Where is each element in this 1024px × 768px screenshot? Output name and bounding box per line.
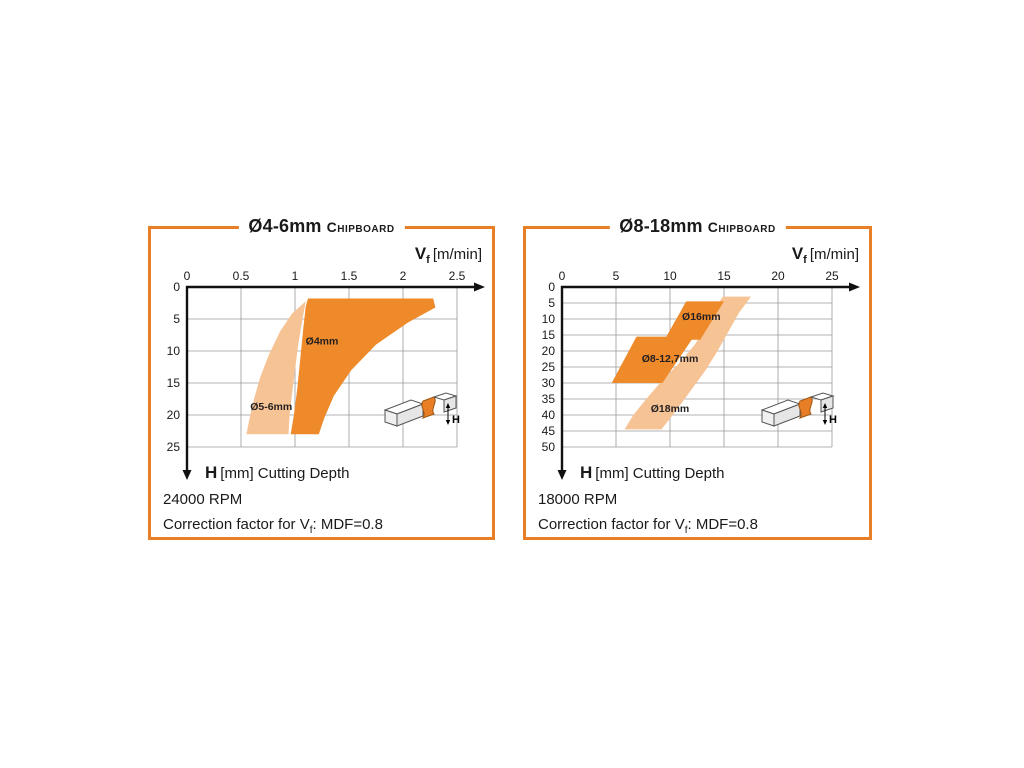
panel-title-diameter: Ø4-6mm	[248, 216, 322, 236]
icon-depth-arrow-down	[445, 420, 451, 425]
region-dark	[664, 301, 724, 340]
panel-title-diameter: Ø8-18mm	[619, 216, 703, 236]
panel-title: Ø4-6mm Chipboard	[238, 215, 405, 239]
x-tick-label: 10	[663, 269, 677, 283]
icon-block-side	[396, 403, 424, 427]
y-tick-label: 10	[167, 344, 181, 358]
panel-title-material: Chipboard	[326, 219, 395, 235]
y-axis-arrow	[557, 470, 567, 480]
y-tick-label: 25	[542, 360, 556, 374]
region-label: Ø16mm	[682, 311, 721, 323]
y-axis-caption: [mm] Cutting Depth	[595, 465, 725, 482]
y-tick-label: 10	[542, 312, 556, 326]
rpm-label: 18000 RPM	[538, 491, 618, 508]
icon-cutter-groove	[421, 396, 436, 419]
y-tick-label: 25	[167, 440, 181, 454]
x-tick-label: 2	[400, 269, 407, 283]
x-axis-unit: [m/min]	[432, 246, 482, 263]
chart-canvas: Ø5-6mm Ø4mm 0 0.5 1 1.5 2 2.5 0 5 10 15 20 25	[167, 269, 485, 480]
region-light	[624, 296, 751, 430]
icon-depth-arrow-up	[822, 403, 828, 408]
panel-title: Ø8-18mm Chipboard	[609, 215, 786, 239]
y-tick-label: 0	[548, 280, 555, 294]
correction-sub: f	[684, 525, 688, 536]
y-tick-label: 20	[542, 344, 556, 358]
y-tick-label: 20	[167, 408, 181, 422]
correction-suffix: : MDF=0.8	[312, 516, 383, 533]
y-tick-label: 50	[542, 440, 556, 454]
x-tick-label: 0	[559, 269, 566, 283]
x-axis-symbol: V	[414, 244, 427, 263]
icon-depth-label: H	[452, 414, 460, 426]
icon-block-side	[773, 403, 801, 427]
y-tick-label: 40	[542, 408, 556, 422]
y-tick-label: 35	[542, 392, 556, 406]
y-tick-label: 0	[173, 280, 180, 294]
x-tick-label: 0	[184, 269, 191, 283]
region-label: Ø4mm	[306, 336, 339, 348]
y-axis-caption: [mm] Cutting Depth	[220, 465, 350, 482]
icon-depth-arrow-up	[445, 403, 451, 408]
y-axis-arrow	[182, 470, 192, 480]
panel-title-material: Chipboard	[707, 219, 776, 235]
x-axis-unit: [m/min]	[809, 246, 859, 263]
region-light	[246, 301, 306, 435]
y-axis-title: H [mm] Cutting Depth	[580, 463, 725, 483]
x-axis-arrow	[849, 282, 860, 292]
x-tick-label: 25	[825, 269, 839, 283]
correction-sub: f	[309, 525, 313, 536]
correction-prefix: Correction factor for V	[163, 516, 310, 533]
region-dark	[290, 298, 436, 435]
x-tick-label: 20	[771, 269, 785, 283]
y-tick-label: 30	[542, 376, 556, 390]
x-axis-title: Vf [m/min]	[792, 244, 859, 266]
cutting-depth-icon: H	[760, 392, 837, 427]
chart-panel-small-diameters: Ø4-6mm Chipboard Vf [m/min] Ø5-6mm Ø4mm 0 0.5…	[148, 215, 495, 540]
y-tick-label: 45	[542, 424, 556, 438]
x-tick-label: 15	[717, 269, 731, 283]
x-tick-label: 1	[292, 269, 299, 283]
y-axis-symbol: H	[205, 463, 218, 482]
y-tick-label: 15	[542, 328, 556, 342]
x-axis-arrow	[474, 282, 485, 292]
y-axis-symbol: H	[580, 463, 593, 482]
correction-prefix: Correction factor for V	[538, 516, 685, 533]
x-tick-label: 1.5	[341, 269, 358, 283]
correction-note: Correction factor for Vf: MDF=0.8	[163, 516, 383, 536]
region-label: Ø8-12,7mm	[642, 353, 699, 365]
y-tick-label: 5	[173, 312, 180, 326]
cutting-depth-icon: H	[383, 392, 460, 427]
rpm-label: 24000 RPM	[163, 491, 243, 508]
chart-panel-large-diameters: Ø8-18mm Chipboard Vf [m/min] Ø18mm Ø16mm Ø8-…	[523, 215, 872, 540]
correction-suffix: : MDF=0.8	[687, 516, 758, 533]
icon-depth-label: H	[829, 414, 837, 426]
region-label: Ø5-6mm	[250, 401, 292, 413]
x-axis-symbol-sub: f	[803, 254, 807, 266]
icon-depth-arrow-down	[822, 420, 828, 425]
x-tick-label: 2.5	[449, 269, 466, 283]
x-tick-label: 0.5	[233, 269, 250, 283]
x-axis-symbol-sub: f	[426, 254, 430, 266]
correction-note: Correction factor for Vf: MDF=0.8	[538, 516, 758, 536]
y-tick-label: 15	[167, 376, 181, 390]
x-tick-label: 5	[613, 269, 620, 283]
x-axis-symbol: V	[791, 244, 804, 263]
icon-cutter-groove	[798, 396, 813, 419]
region-label: Ø18mm	[651, 403, 690, 415]
x-axis-title: Vf [m/min]	[415, 244, 482, 266]
y-tick-label: 5	[548, 296, 555, 310]
y-axis-title: H [mm] Cutting Depth	[205, 463, 350, 483]
region-dark	[611, 336, 694, 383]
